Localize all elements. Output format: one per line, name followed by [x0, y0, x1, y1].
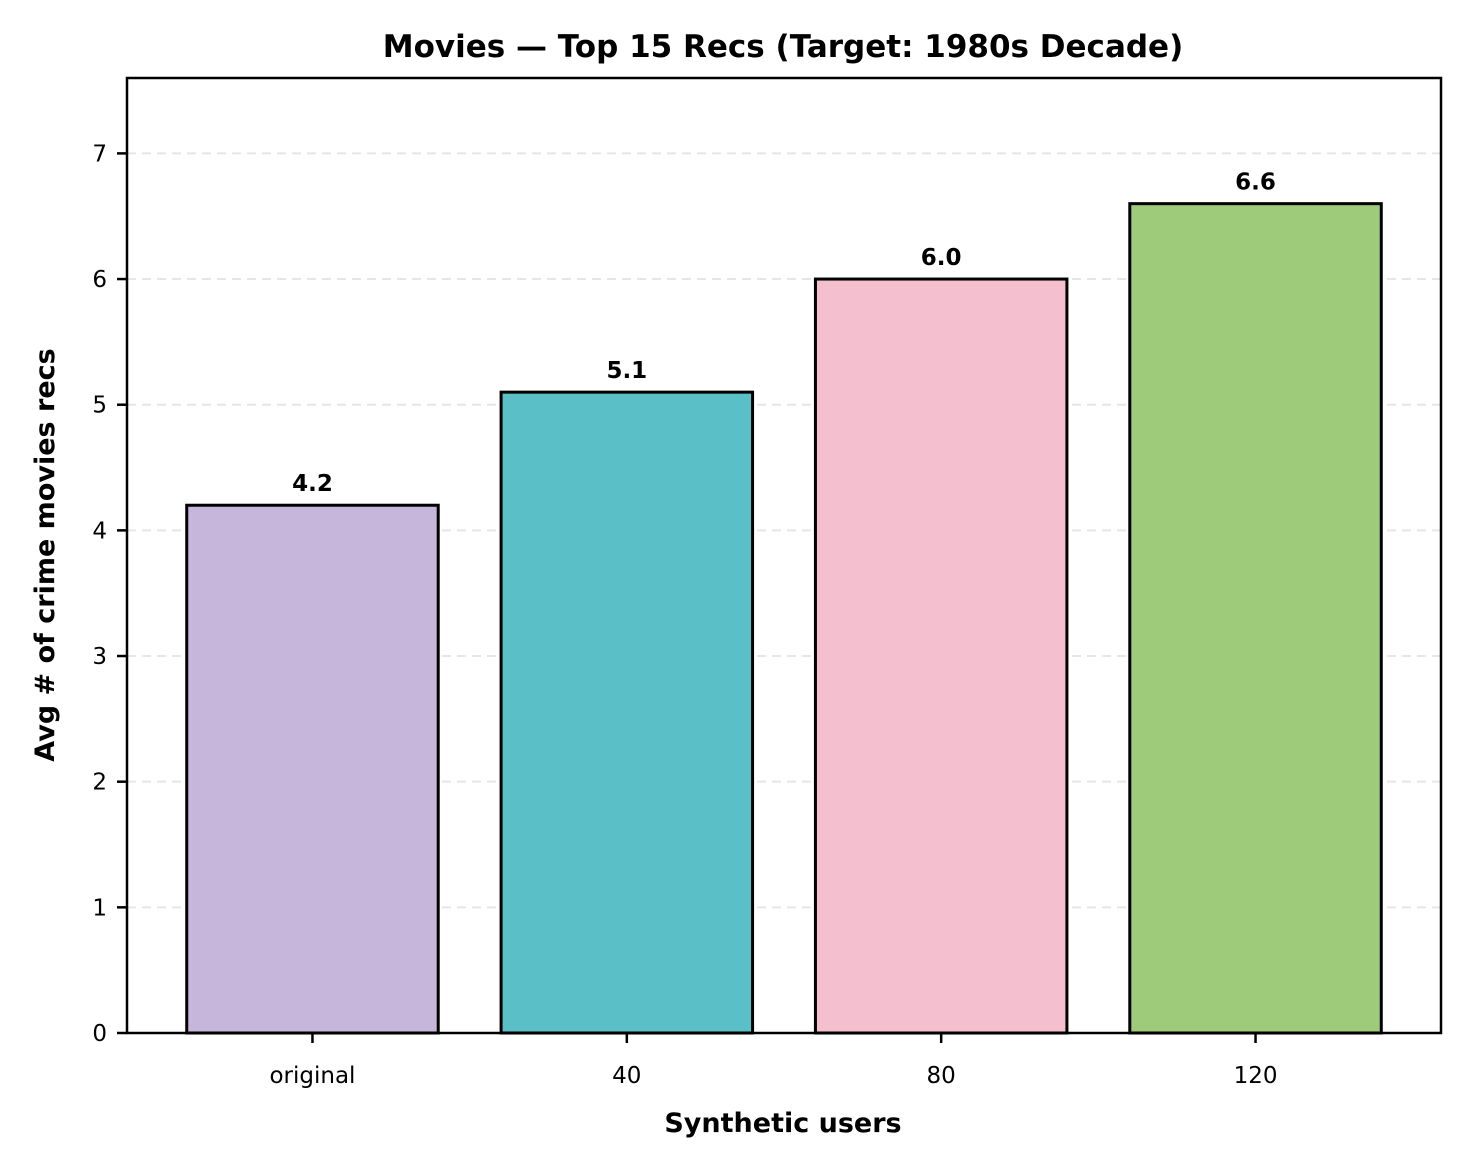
y-tick-label: 1: [92, 895, 107, 921]
bar-value-label: 6.0: [921, 245, 962, 271]
y-tick-label: 6: [92, 267, 107, 293]
y-tick-label: 0: [92, 1021, 107, 1047]
x-tick-label: 120: [1234, 1063, 1278, 1089]
y-tick-label: 2: [92, 770, 107, 796]
x-axis-label: Synthetic users: [664, 1108, 901, 1139]
chart-title: Movies — Top 15 Recs (Target: 1980s Deca…: [383, 29, 1184, 65]
bar-value-label: 4.2: [292, 471, 333, 497]
bar-original: [185, 503, 440, 1035]
bar-120: [1128, 202, 1383, 1035]
bar-80: [813, 277, 1069, 1035]
bar-value-label: 6.6: [1235, 170, 1276, 196]
x-tick-label: 40: [612, 1063, 641, 1089]
axes: 0 1 2 3 4 5 6 7 original 40 80 120: [92, 76, 1443, 1089]
x-tick-label: original: [269, 1063, 355, 1089]
y-tick-label: 7: [92, 141, 107, 167]
bars: [185, 202, 1383, 1035]
y-axis-label: Avg # of crime movies recs: [30, 348, 61, 761]
y-tick-label: 3: [92, 644, 107, 670]
x-tick-label: 80: [927, 1063, 956, 1089]
bar-value-label: 5.1: [606, 358, 647, 384]
bar-40: [499, 390, 755, 1035]
plot-frame: [125, 76, 1443, 1035]
data-labels: 4.2 5.1 6.0 6.6: [292, 170, 1276, 498]
y-tick-label: 4: [92, 518, 107, 544]
y-tick-label: 5: [92, 393, 107, 419]
